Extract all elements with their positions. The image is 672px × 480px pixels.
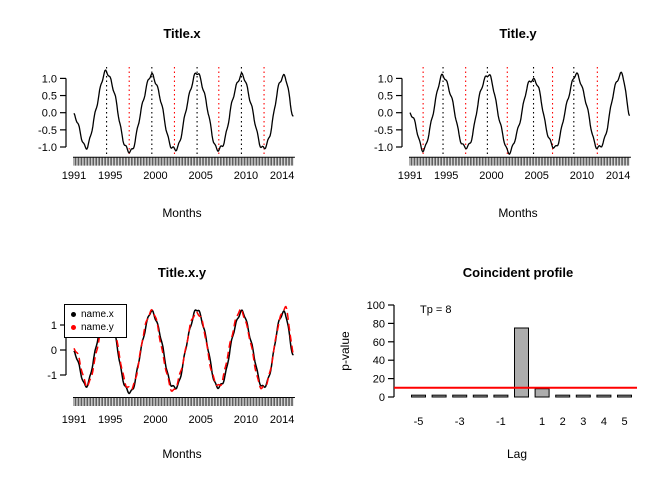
svg-text:0.5: 0.5	[42, 91, 57, 103]
svg-text:-1: -1	[496, 416, 506, 428]
bar-lag-5	[617, 394, 632, 398]
series-name.y	[73, 305, 295, 392]
svg-text:40: 40	[373, 355, 385, 367]
svg-text:0.5: 0.5	[378, 91, 393, 103]
svg-text:-1: -1	[47, 370, 57, 382]
svg-text:2000: 2000	[479, 170, 503, 182]
svg-text:-3: -3	[455, 416, 465, 428]
panel-coincident-profile: 0 20 40 60 80 100 -5 -3 -1 1 2 3 4 5	[367, 300, 637, 428]
svg-text:2000: 2000	[143, 414, 167, 426]
legend-item-name-y: name.y	[71, 321, 114, 334]
svg-text:60: 60	[373, 337, 385, 349]
tp-annotation: Tp = 8	[420, 304, 452, 316]
svg-text:-1.0: -1.0	[374, 142, 393, 154]
svg-text:2014: 2014	[270, 170, 294, 182]
legend-box: name.x name.y	[64, 304, 127, 338]
series-x	[73, 69, 294, 154]
panel-title-x: 1.0 0.5 0.0 -0.5 -1.0 1991 1995 2000 2005 2010 201…	[38, 67, 295, 182]
svg-text:0: 0	[379, 392, 385, 404]
bar-lag--5	[411, 394, 426, 398]
svg-text:2010: 2010	[570, 170, 594, 182]
svg-text:1991: 1991	[62, 414, 86, 426]
panel-title-x-y: 1 0 -1 1991 1995 2000 2005 2010 2014	[47, 305, 295, 426]
xaxis-label-lag: Lag	[506, 447, 528, 461]
panel-title-y: 1.0 0.5 0.0 -0.5 -1.0 1991 1995 2000 2005 2010 201…	[374, 67, 631, 182]
bar-lag-4	[596, 394, 612, 398]
svg-text:2005: 2005	[188, 170, 212, 182]
legend-label: name.y	[81, 322, 114, 333]
svg-text:2005: 2005	[188, 414, 212, 426]
svg-text:1991: 1991	[398, 170, 422, 182]
legend-item-name-x: name.x	[71, 308, 114, 321]
svg-text:2: 2	[560, 416, 566, 428]
series-y	[409, 71, 631, 155]
legend-label: name.x	[81, 309, 114, 320]
xaxis-label-months-3: Months	[162, 447, 202, 461]
svg-text:100: 100	[367, 300, 385, 312]
svg-text:20: 20	[373, 374, 385, 386]
bar-lag-1	[534, 388, 550, 398]
svg-text:1995: 1995	[98, 414, 122, 426]
panel-title-x: Title.x	[163, 26, 201, 41]
svg-text:2010: 2010	[234, 414, 258, 426]
svg-text:1: 1	[51, 320, 57, 332]
svg-text:2005: 2005	[524, 170, 548, 182]
svg-text:0: 0	[51, 345, 57, 357]
bar-lag-0	[514, 327, 529, 398]
svg-text:2014: 2014	[606, 170, 630, 182]
bar-lag-3	[575, 394, 591, 398]
bar-lag--3	[452, 394, 468, 398]
bar-lag--2	[472, 394, 488, 398]
bar-lag--4	[431, 394, 447, 398]
panel-title-y: Title.y	[499, 26, 537, 41]
svg-text:-0.5: -0.5	[38, 125, 57, 137]
svg-text:2010: 2010	[234, 170, 258, 182]
svg-text:-0.5: -0.5	[374, 125, 393, 137]
svg-text:0.0: 0.0	[378, 108, 393, 120]
bar-lag--1	[493, 394, 509, 398]
svg-text:1995: 1995	[434, 170, 458, 182]
panel-title-xy: Title.x.y	[157, 265, 207, 280]
svg-text:5: 5	[621, 416, 627, 428]
panel-title-coincident: Coincident profile	[462, 265, 574, 280]
xaxis-label-months-1: Months	[162, 206, 202, 220]
svg-text:4: 4	[601, 416, 607, 428]
svg-text:-5: -5	[414, 416, 424, 428]
svg-text:2014: 2014	[270, 414, 294, 426]
svg-text:1: 1	[539, 416, 545, 428]
legend-marker-black-dot	[71, 312, 76, 317]
svg-text:1995: 1995	[98, 170, 122, 182]
yaxis-label-pvalue: p-value	[338, 331, 352, 371]
svg-text:2000: 2000	[143, 170, 167, 182]
svg-text:3: 3	[580, 416, 586, 428]
svg-text:0.0: 0.0	[42, 108, 57, 120]
svg-text:1991: 1991	[62, 170, 86, 182]
xaxis-label-months-2: Months	[498, 206, 538, 220]
svg-text:1.0: 1.0	[42, 73, 57, 85]
svg-text:-1.0: -1.0	[38, 142, 57, 154]
bar-lag-2	[555, 394, 571, 398]
svg-text:80: 80	[373, 318, 385, 330]
svg-text:1.0: 1.0	[378, 73, 393, 85]
legend-marker-red-dot	[71, 325, 76, 330]
